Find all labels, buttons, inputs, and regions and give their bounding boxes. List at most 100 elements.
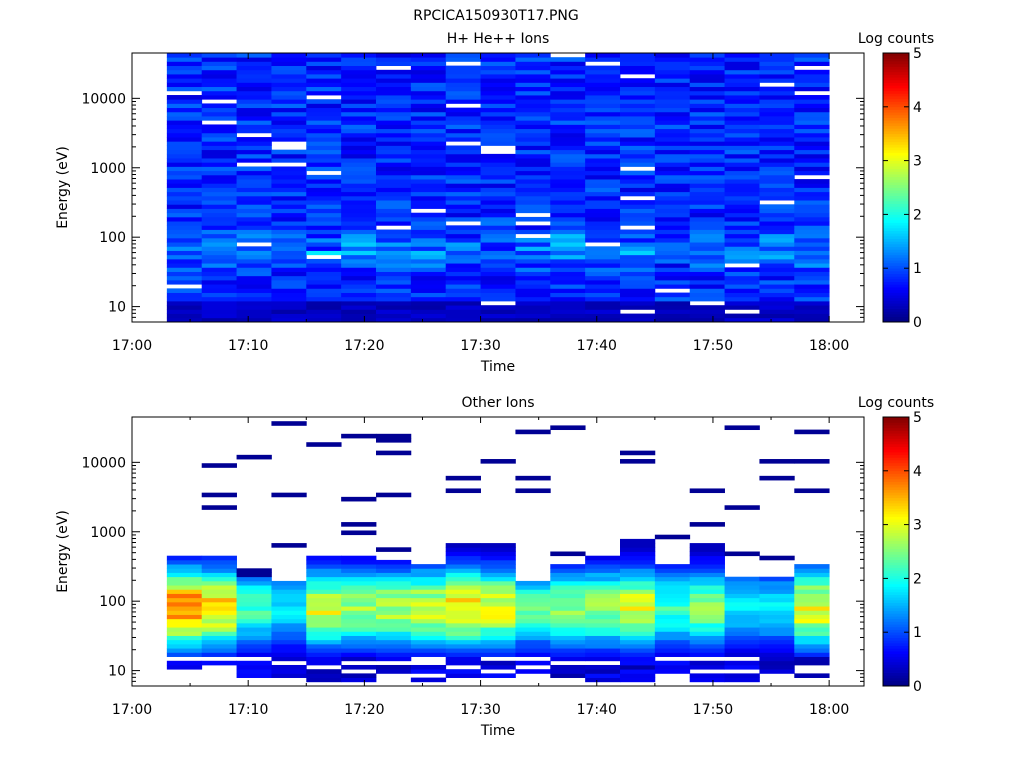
heatmap-cell	[585, 643, 621, 649]
heatmap-cell	[271, 648, 307, 653]
colorbar-swatch	[883, 532, 909, 536]
heatmap-cell	[585, 627, 621, 632]
heatmap-cell	[236, 568, 272, 573]
heatmap-cell	[550, 254, 586, 260]
heatmap-cell	[724, 622, 760, 628]
heatmap-cell	[794, 580, 830, 586]
heatmap-cell	[271, 204, 307, 209]
heatmap-cell	[759, 267, 795, 272]
heatmap-cell	[794, 610, 830, 615]
heatmap-cell	[515, 57, 551, 62]
heatmap-cell	[759, 229, 795, 235]
heatmap-cell	[654, 601, 691, 607]
heatmap-cell	[654, 86, 691, 92]
heatmap-cell	[620, 103, 656, 109]
heatmap-cell	[236, 225, 272, 230]
heatmap-cell	[794, 107, 830, 113]
heatmap-cell	[376, 216, 412, 222]
heatmap-cell	[376, 145, 412, 151]
heatmap-cell	[306, 555, 342, 561]
heatmap-cell	[794, 166, 830, 172]
heatmap-cell	[341, 170, 377, 176]
heatmap-cell	[550, 568, 586, 573]
heatmap-cell	[341, 433, 377, 439]
heatmap-cell	[376, 631, 412, 636]
heatmap-cell	[306, 53, 342, 58]
heatmap-cell	[515, 65, 551, 71]
heatmap-cell	[689, 212, 725, 218]
heatmap-cell	[166, 82, 203, 88]
heatmap-cell	[550, 279, 586, 285]
heatmap-cell	[271, 195, 307, 201]
heatmap-cell	[585, 183, 621, 188]
heatmap-cell	[236, 120, 272, 125]
colorbar-swatch	[883, 311, 909, 315]
colorbar-swatch	[883, 677, 909, 682]
heatmap-cell	[654, 95, 691, 100]
heatmap-cell	[236, 107, 272, 113]
heatmap-cell	[166, 643, 203, 649]
colorbar-swatch	[883, 136, 909, 140]
heatmap-cell	[585, 212, 621, 218]
heatmap-cell	[620, 635, 656, 641]
heatmap-cell	[654, 221, 691, 226]
heatmap-cell	[620, 229, 656, 235]
heatmap-cell	[480, 564, 516, 569]
heatmap-cell	[410, 284, 447, 289]
heatmap-cell	[480, 170, 516, 176]
heatmap-cell	[306, 250, 342, 256]
heatmap-cell	[236, 627, 272, 632]
heatmap-cell	[166, 162, 203, 167]
heatmap-cell	[654, 597, 691, 603]
heatmap-cell	[724, 174, 760, 180]
colorbar-swatch	[883, 243, 909, 248]
heatmap-cell	[201, 652, 237, 657]
heatmap-cell	[480, 589, 516, 594]
heatmap-cell	[585, 597, 621, 603]
heatmap-cell	[620, 174, 656, 180]
heatmap-cell	[341, 103, 377, 109]
heatmap-cell	[759, 179, 795, 184]
heatmap-cell	[480, 221, 516, 226]
colorbar-swatch	[883, 618, 909, 622]
colorbar-tick-label: 3	[913, 154, 922, 170]
heatmap-cell	[445, 559, 481, 565]
heatmap-cell	[271, 585, 307, 590]
heatmap-cell	[515, 292, 551, 298]
heatmap-cell	[515, 648, 551, 653]
colorbar-swatch	[883, 667, 909, 671]
heatmap-cell	[306, 225, 342, 230]
heatmap-cell	[794, 225, 830, 230]
heatmap-cell	[794, 488, 830, 494]
heatmap-cell	[166, 631, 203, 636]
heatmap-cell	[201, 221, 237, 226]
heatmap-cell	[201, 279, 237, 285]
colorbar-swatch	[883, 270, 909, 274]
heatmap-cell	[166, 111, 203, 117]
heatmap-cell	[759, 174, 795, 180]
heatmap-cell	[306, 128, 342, 134]
heatmap-cell	[689, 601, 725, 607]
heatmap-cell	[550, 317, 586, 323]
heatmap-cell	[445, 225, 481, 230]
heatmap-cell	[654, 242, 691, 247]
heatmap-cell	[689, 292, 725, 298]
heatmap-cell	[794, 246, 830, 251]
colorbar-swatch	[883, 505, 909, 509]
heatmap-cell	[550, 652, 586, 657]
heatmap-cell	[166, 305, 203, 310]
heatmap-cell	[585, 174, 621, 180]
heatmap-cell	[201, 317, 237, 323]
heatmap-cell	[166, 221, 203, 226]
colorbar-swatch	[883, 176, 909, 180]
heatmap-cell	[271, 237, 307, 243]
heatmap-cell	[201, 305, 237, 310]
colorbar-swatch	[883, 122, 909, 127]
heatmap-cell	[689, 120, 725, 125]
heatmap-cell	[341, 204, 377, 209]
heatmap-cell	[654, 200, 691, 205]
heatmap-cell	[445, 128, 481, 134]
heatmap-cell	[271, 221, 307, 226]
heatmap-cell	[724, 166, 760, 172]
heatmap-cell	[620, 141, 656, 146]
